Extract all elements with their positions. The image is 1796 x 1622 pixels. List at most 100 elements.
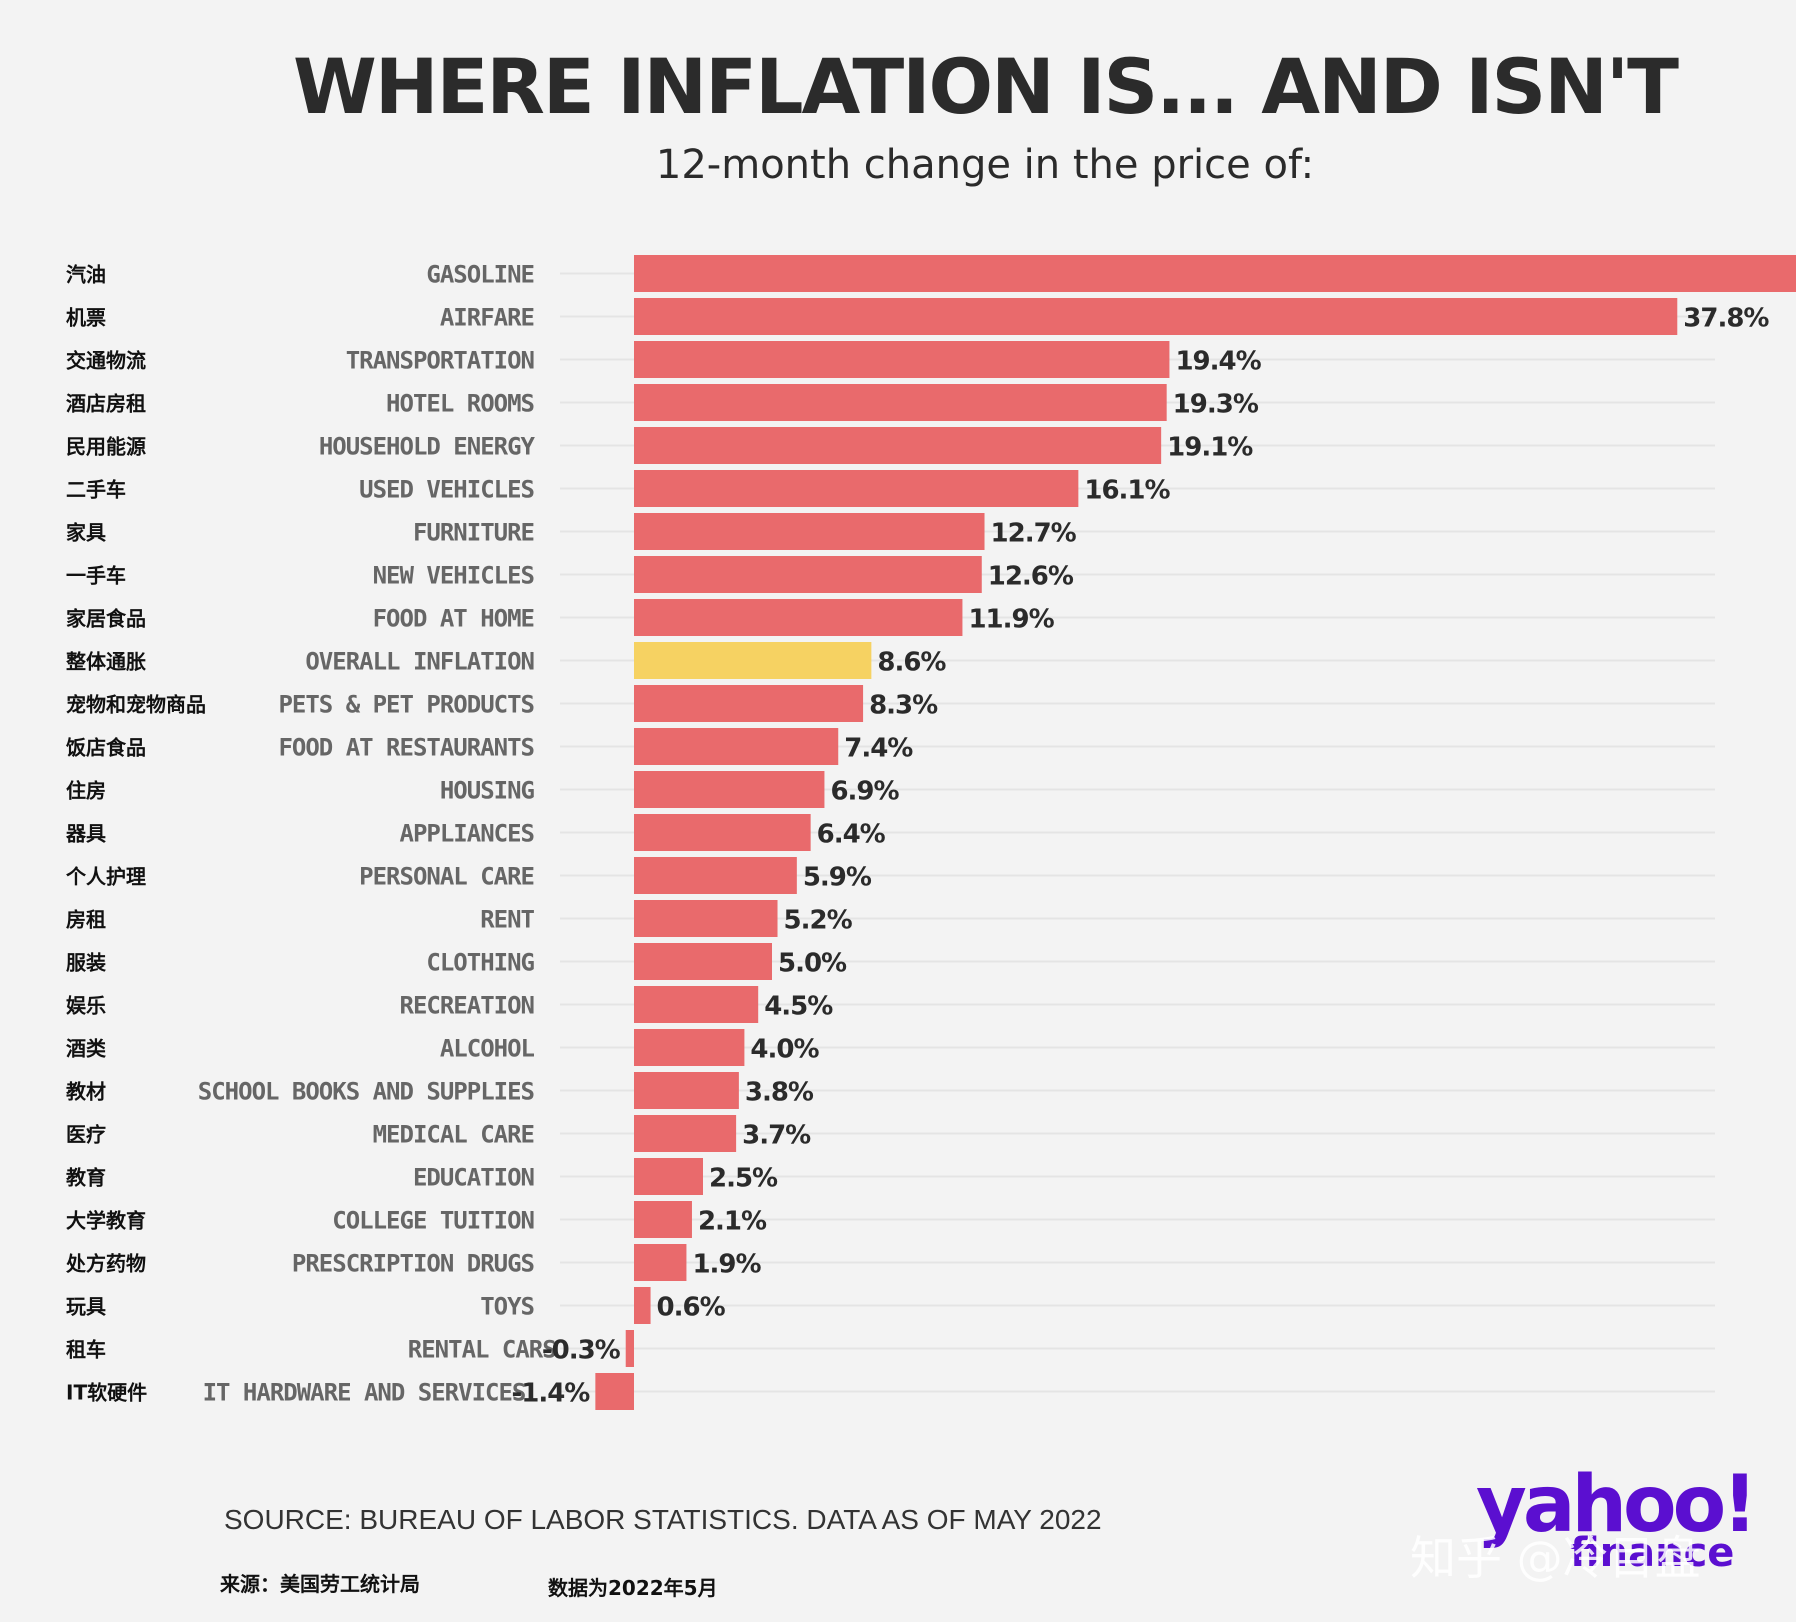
date-note-cn: 数据为2022年5月: [548, 1576, 718, 1600]
yahoo-logo: yahoo!: [1476, 1460, 1758, 1550]
category-label-cn: 住房: [66, 779, 106, 803]
value-label: 4.5%: [764, 992, 833, 1022]
bar: [634, 943, 772, 980]
category-label: IT HARDWARE AND SERVICES: [203, 1379, 526, 1407]
category-label: ALCOHOL: [440, 1035, 535, 1063]
bar: [634, 1029, 745, 1066]
category-label: GASOLINE: [426, 261, 534, 289]
category-label: HOUSING: [440, 777, 535, 805]
value-label: 16.1%: [1084, 476, 1170, 506]
category-label-cn: IT软硬件: [66, 1381, 147, 1405]
category-label-cn: 处方药物: [65, 1252, 146, 1276]
bar: [634, 341, 1170, 378]
bar: [634, 642, 872, 679]
category-label-cn: 民用能源: [66, 435, 146, 459]
bar: [634, 857, 797, 894]
category-label-cn: 交通物流: [66, 349, 146, 373]
value-label: 3.7%: [742, 1121, 811, 1151]
value-label: 12.6%: [988, 562, 1074, 592]
category-label: USED VEHICLES: [359, 476, 534, 504]
source-note: SOURCE: BUREAU OF LABOR STATISTICS. DATA…: [224, 1504, 1102, 1535]
category-label-cn: 酒店房租: [66, 392, 146, 416]
yahoo-finance-wordmark: finance: [1570, 1530, 1735, 1576]
category-label-cn: 机票: [66, 306, 106, 330]
category-label-cn: 饭店食品: [66, 736, 146, 760]
value-labels: 48.7%37.8%19.4%19.3%19.1%16.1%12.7%12.6%…: [511, 304, 1770, 1409]
bar: [634, 1158, 703, 1195]
bar: [634, 685, 864, 722]
category-label: RENTAL CARS: [408, 1336, 556, 1364]
category-label: PRESCRIPTION DRUGS: [292, 1250, 535, 1278]
category-label-cn: 家居食品: [66, 607, 146, 631]
bar: [634, 513, 985, 550]
category-label-cn: 酒类: [66, 1037, 106, 1061]
category-label-cn: 教育: [66, 1166, 106, 1190]
category-label-cn: 器具: [65, 822, 106, 846]
category-label: TOYS: [480, 1293, 534, 1321]
bar: [634, 1287, 651, 1324]
category-label-cn: 娱乐: [66, 994, 106, 1018]
value-label: 19.3%: [1173, 390, 1259, 420]
chinese-category-labels: 汽油机票交通物流酒店房租民用能源二手车家具一手车家居食品整体通胀宠物和宠物商品饭…: [65, 263, 206, 1405]
category-label: PETS & PET PRODUCTS: [278, 691, 534, 719]
bar: [634, 1072, 739, 1109]
value-label: 12.7%: [991, 519, 1077, 549]
value-label: 19.1%: [1167, 433, 1253, 463]
category-label: HOUSEHOLD ENERGY: [319, 433, 536, 461]
category-label-cn: 玩具: [66, 1295, 106, 1319]
category-label: CLOTHING: [426, 949, 534, 977]
category-label: COLLEGE TUITION: [332, 1207, 534, 1235]
source-note-cn: 来源：美国劳工统计局: [220, 1572, 420, 1596]
chart-subtitle: 12-month change in the price of:: [655, 142, 1315, 188]
category-label: FOOD AT HOME: [373, 605, 534, 633]
value-label: 5.0%: [778, 949, 847, 979]
category-label-cn: 整体通胀: [65, 650, 146, 674]
category-label-cn: 一手车: [66, 564, 126, 588]
category-label-cn: 教材: [66, 1080, 106, 1104]
category-label-cn: 宠物和宠物商品: [66, 693, 206, 717]
bar: [625, 1330, 634, 1367]
value-label: 3.8%: [745, 1078, 814, 1108]
value-label: 7.4%: [844, 734, 913, 764]
category-label: SCHOOL BOOKS AND SUPPLIES: [198, 1078, 535, 1106]
value-label: 37.8%: [1683, 304, 1769, 334]
category-label-cn: 个人护理: [65, 865, 146, 889]
bar: [634, 470, 1079, 507]
english-category-labels: GASOLINE AIRFARE TRANSPORTATION HOTEL ROOMS…: [198, 261, 557, 1407]
category-label-cn: 租车: [66, 1338, 106, 1362]
bar-chart: 汽油机票交通物流酒店房租民用能源二手车家具一手车家居食品整体通胀宠物和宠物商品饭…: [65, 255, 1796, 1410]
value-label: 2.1%: [698, 1207, 767, 1237]
value-label: 0.6%: [657, 1293, 726, 1323]
category-label: FOOD AT RESTAURANTS: [278, 734, 534, 762]
category-label: NEW VEHICLES: [373, 562, 535, 590]
chart-title: WHERE INFLATION IS... AND ISN'T: [293, 42, 1679, 131]
bar: [634, 556, 982, 593]
value-label: 4.0%: [750, 1035, 819, 1065]
zhihu-watermark: 知乎 @冷目盘: [1410, 1531, 1701, 1585]
category-label: RENT: [480, 906, 534, 934]
category-label: HOTEL ROOMS: [386, 390, 534, 418]
value-label: -0.3%: [542, 1336, 621, 1366]
category-label: PERSONAL CARE: [359, 863, 534, 891]
value-label: 5.2%: [784, 906, 853, 936]
bar: [634, 1115, 737, 1152]
value-label: 6.9%: [830, 777, 899, 807]
bar: [634, 771, 825, 808]
bar: [634, 1201, 692, 1238]
category-label-cn: 汽油: [66, 263, 106, 287]
bar: [634, 255, 1796, 292]
bar: [634, 298, 1678, 335]
category-label-cn: 二手车: [66, 478, 126, 502]
bar: [634, 900, 778, 937]
category-label: RECREATION: [400, 992, 535, 1020]
value-label: 5.9%: [803, 863, 872, 893]
category-label-cn: 服装: [66, 951, 106, 975]
bars: [595, 255, 1796, 1410]
value-label: 11.9%: [968, 605, 1054, 635]
value-label: 1.9%: [692, 1250, 761, 1280]
category-label: FURNITURE: [413, 519, 534, 547]
category-label-cn: 医疗: [66, 1123, 106, 1147]
category-label-cn: 家具: [66, 521, 106, 545]
bar: [595, 1373, 634, 1410]
bar: [634, 1244, 687, 1281]
